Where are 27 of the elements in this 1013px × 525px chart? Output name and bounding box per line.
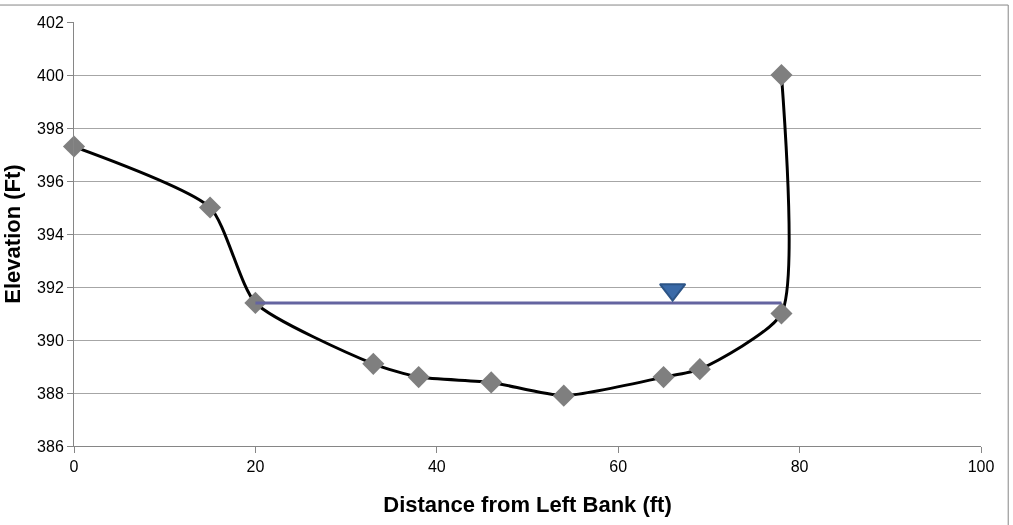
y-tick-label: 390 bbox=[37, 331, 64, 349]
point bbox=[688, 358, 711, 381]
x-tick-label: 60 bbox=[609, 458, 628, 476]
point bbox=[770, 63, 793, 87]
y-tick-label: 394 bbox=[37, 225, 64, 243]
y-tick-label: 386 bbox=[37, 437, 64, 455]
y-tick-label: 388 bbox=[37, 384, 64, 402]
x-tick-label: 40 bbox=[427, 458, 446, 476]
y-tick-label: 398 bbox=[37, 119, 64, 137]
y-tick-label: 402 bbox=[37, 13, 64, 31]
point bbox=[407, 366, 430, 389]
point bbox=[362, 352, 385, 375]
x-tick-label: 20 bbox=[246, 458, 265, 476]
y-axis-title: Elevation (Ft) bbox=[0, 164, 25, 304]
y-tick-label: 400 bbox=[37, 66, 64, 84]
point bbox=[199, 196, 222, 219]
y-tick-label: 396 bbox=[37, 172, 64, 190]
point bbox=[652, 366, 675, 389]
point bbox=[62, 135, 86, 158]
point bbox=[480, 371, 503, 394]
x-tick-label: 0 bbox=[69, 458, 79, 476]
point bbox=[770, 302, 793, 325]
point bbox=[552, 384, 575, 407]
x-tick-label: 100 bbox=[967, 458, 995, 476]
y-tick-label: 392 bbox=[37, 278, 64, 296]
x-tick-label: 80 bbox=[790, 458, 809, 476]
x-axis-title: Distance from Left Bank (ft) bbox=[383, 492, 672, 518]
